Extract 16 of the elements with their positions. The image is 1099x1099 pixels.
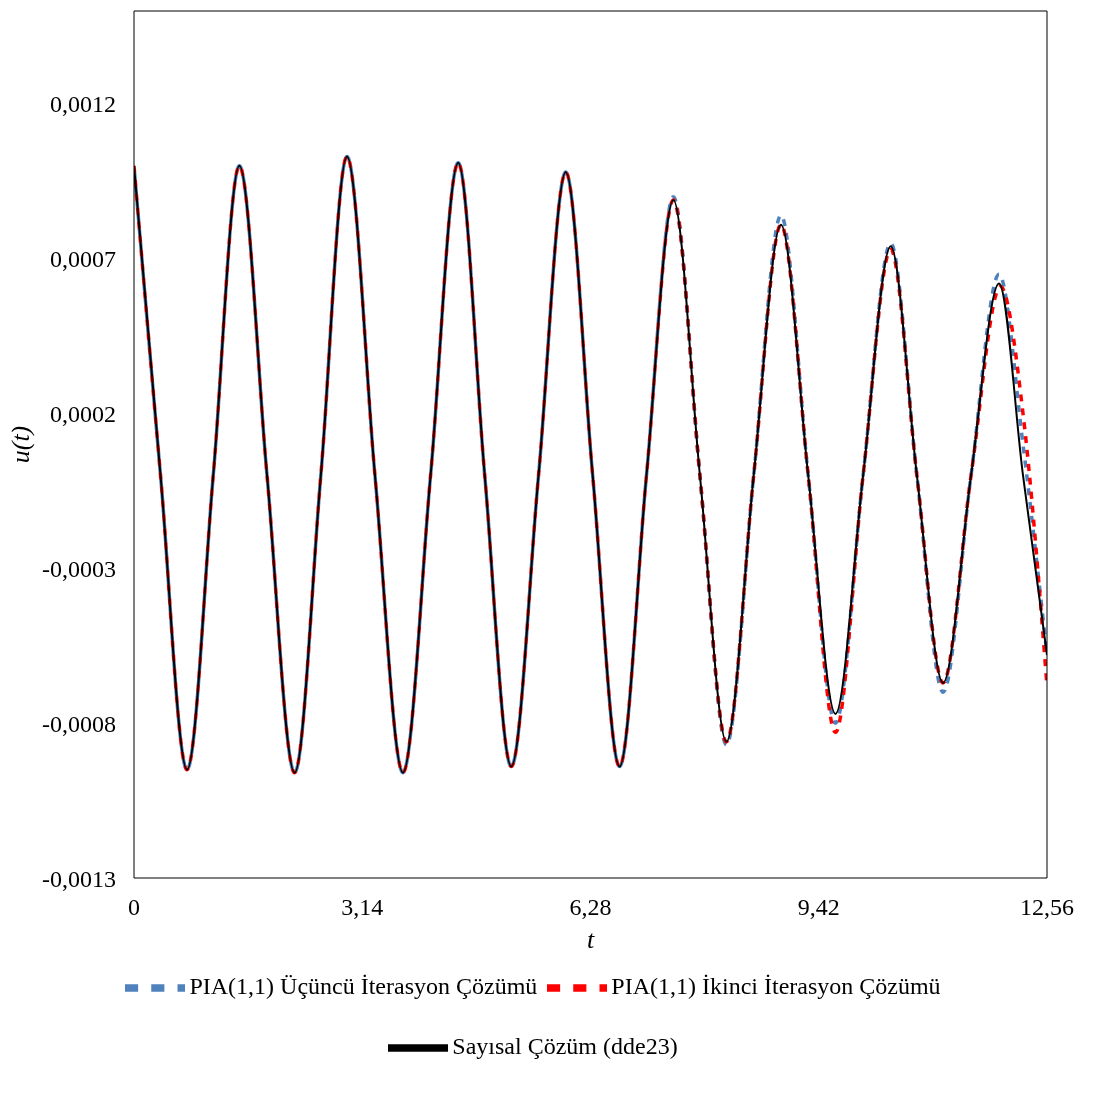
x-tick-label: 12,56 <box>1020 894 1074 921</box>
y-tick-label: -0,0008 <box>42 710 116 737</box>
x-tick-label: 9,42 <box>797 894 840 921</box>
y-tick-label: 0,0002 <box>50 401 116 428</box>
y-axis-title: u(t) <box>6 425 36 464</box>
y-tick-label: 0,0012 <box>50 91 116 118</box>
y-tick-label: -0,0013 <box>42 865 116 892</box>
x-axis-title: t <box>586 925 595 954</box>
x-tick-label: 0 <box>128 894 140 921</box>
y-tick-label: -0,0003 <box>42 555 116 582</box>
y-tick-label: 0,0007 <box>50 246 116 273</box>
x-tick-label: 6,28 <box>569 894 612 921</box>
x-tick-label: 3,14 <box>341 894 384 921</box>
legend-label: Sayısal Çözüm (dde23) <box>452 1032 678 1059</box>
legend-label: PIA(1,1) İkinci İterasyon Çözümü <box>611 972 941 999</box>
legend-label: PIA(1,1) Üçüncü İterasyon Çözümü <box>189 972 538 999</box>
